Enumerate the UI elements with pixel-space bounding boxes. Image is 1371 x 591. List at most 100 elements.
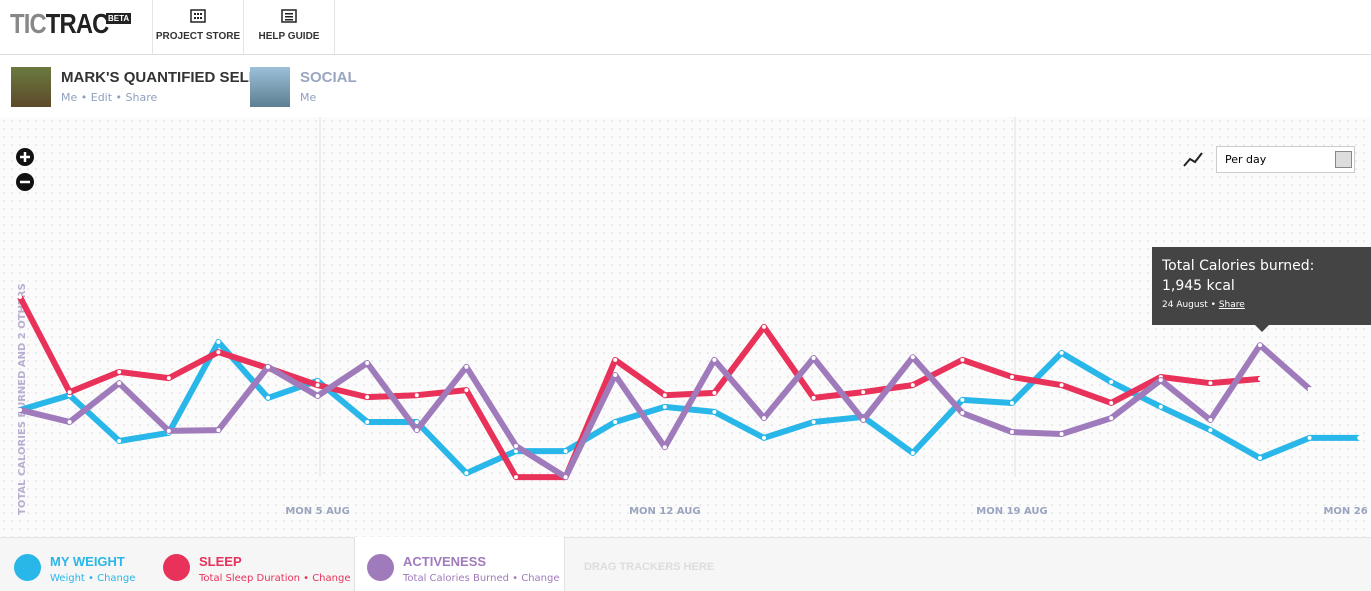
drop-hint: DRAG TRACKERS HERE	[584, 561, 715, 573]
data-point	[1059, 431, 1064, 436]
data-point	[1010, 400, 1014, 405]
store-icon	[190, 9, 206, 23]
data-point	[216, 350, 221, 355]
data-point	[613, 419, 618, 424]
active-tab	[354, 537, 565, 591]
x-tick-label: MON 19 AUG	[976, 506, 1047, 517]
data-point	[117, 381, 122, 386]
chart-area: TOTAL CALORIES BURNED AND 2 OTHERS MON 5…	[0, 117, 1371, 537]
chart: TOTAL CALORIES BURNED AND 2 OTHERS MON 5…	[16, 117, 1371, 517]
data-point	[1208, 428, 1213, 433]
data-point	[414, 419, 419, 424]
data-point	[861, 418, 866, 423]
data-point	[1010, 374, 1014, 379]
link[interactable]: Edit	[90, 91, 113, 104]
tracker-name[interactable]: ACTIVENESS	[403, 554, 487, 569]
nav-label: HELP GUIDE	[258, 31, 320, 42]
data-point	[266, 395, 270, 400]
data-point	[1258, 456, 1262, 461]
nav-help-guide[interactable]: HELP GUIDE	[243, 0, 335, 54]
data-point	[613, 357, 618, 362]
data-point	[1109, 380, 1114, 385]
data-point	[216, 340, 221, 345]
data-point	[514, 475, 518, 480]
data-point	[514, 444, 518, 449]
tooltip-date: 24 August	[1162, 300, 1208, 310]
logo-dark: TRAC	[45, 8, 110, 39]
data-point	[762, 435, 766, 440]
tooltip-meta: 24 August • Share	[1162, 300, 1245, 310]
data-point	[861, 390, 866, 395]
data-point	[67, 390, 72, 395]
data-point	[1109, 416, 1114, 421]
tracker-action[interactable]: Change	[97, 573, 136, 584]
data-point	[166, 376, 171, 381]
data-point	[464, 364, 469, 369]
tracker-name[interactable]: MY WEIGHT	[50, 554, 125, 569]
data-point	[1010, 430, 1014, 435]
data-point	[712, 409, 717, 414]
tracker-icon	[367, 554, 394, 581]
profile-row: MARK'S QUANTIFIED SELF Me • Edit • Share…	[0, 55, 1371, 118]
data-point	[1059, 383, 1064, 388]
data-point	[365, 395, 370, 400]
data-point	[18, 295, 22, 300]
nav-project-store[interactable]: PROJECT STORE	[152, 0, 243, 54]
data-point	[1059, 350, 1064, 355]
period-select[interactable]: Per day	[1216, 146, 1355, 173]
data-point	[960, 411, 965, 416]
data-point	[960, 397, 965, 402]
data-point	[960, 357, 965, 362]
chart-type-icon[interactable]	[1183, 152, 1203, 167]
link[interactable]: Me	[300, 91, 317, 104]
data-point	[117, 438, 122, 443]
tooltip-share[interactable]: Share	[1218, 300, 1245, 310]
data-point	[910, 451, 915, 456]
profile-title[interactable]: MARK'S QUANTIFIED SELF	[61, 69, 258, 86]
tracker-action[interactable]: Change	[521, 573, 560, 584]
x-tick-label: MON 5 AUG	[285, 506, 350, 517]
tooltip-value: 1,945 kcal	[1162, 278, 1235, 294]
data-point	[1258, 376, 1262, 381]
tooltip-pointer	[1255, 325, 1269, 339]
tracker-metric: Weight	[50, 573, 85, 584]
avatar	[11, 67, 51, 107]
data-point	[662, 445, 667, 450]
data-point	[1357, 435, 1362, 440]
data-point	[464, 471, 469, 476]
data-point	[1307, 386, 1312, 391]
data-point	[712, 390, 717, 395]
data-point	[1307, 435, 1312, 440]
tooltip-title: Total Calories burned:	[1162, 258, 1315, 274]
y-axis-label: TOTAL CALORIES BURNED AND 2 OTHERS	[17, 283, 28, 515]
tracker-metric: Total Sleep Duration	[199, 573, 300, 584]
data-point	[266, 364, 270, 369]
data-point	[1208, 381, 1213, 386]
tracker-metric: Total Calories Burned	[403, 573, 509, 584]
data-point	[67, 419, 72, 424]
profile-links: Me	[300, 91, 316, 104]
logo: TICTRAC	[10, 8, 110, 40]
tracker-name[interactable]: SLEEP	[199, 554, 242, 569]
period-value: Per day	[1225, 153, 1267, 166]
x-tick-label: MON 26 AUG	[1323, 506, 1371, 517]
tracker-sub: Total Sleep Duration • Change	[199, 573, 351, 584]
data-point	[811, 419, 816, 424]
link[interactable]: Share	[125, 91, 158, 104]
data-point	[117, 369, 122, 374]
data-point	[662, 404, 667, 409]
data-point	[1109, 400, 1114, 405]
tracker-action[interactable]: Change	[312, 573, 351, 584]
data-point	[613, 373, 618, 378]
data-point	[762, 416, 766, 421]
plus	[20, 152, 30, 162]
data-point	[811, 395, 816, 400]
data-point	[166, 428, 171, 433]
data-point	[315, 383, 320, 388]
data-point	[414, 428, 419, 433]
header: TICTRAC BETA PROJECT STORE HELP GUIDE	[0, 0, 1371, 55]
data-point	[662, 393, 667, 398]
profile-title[interactable]: SOCIAL	[300, 69, 357, 86]
link[interactable]: Me	[61, 91, 78, 104]
